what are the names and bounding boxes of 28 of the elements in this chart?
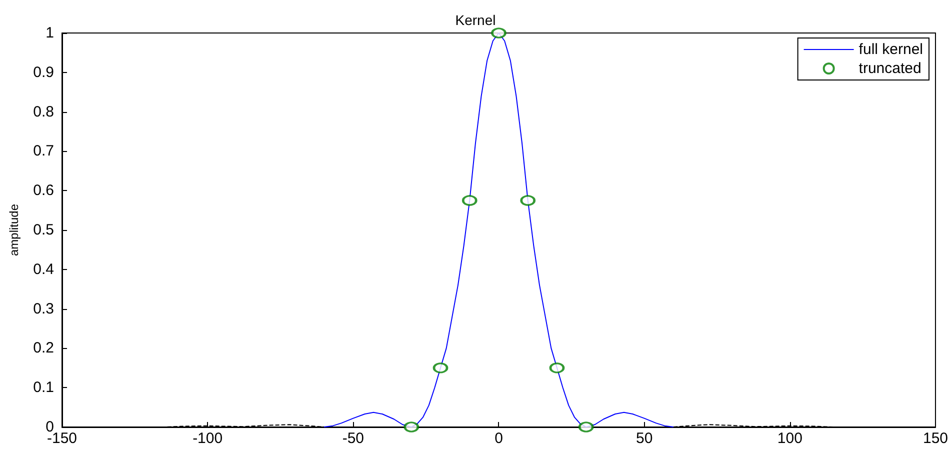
y-tick-label: 0.4	[33, 260, 54, 278]
y-tick-label: 0.2	[33, 340, 54, 357]
point	[549, 362, 564, 374]
y-tick-label: 1	[46, 24, 54, 42]
x-tick-label: 0	[494, 430, 503, 447]
y-tick-label: 0.5	[33, 222, 54, 238]
y-axis-title: amplitude	[7, 204, 21, 256]
point	[462, 194, 478, 206]
point	[433, 362, 448, 374]
y-tick-label: 0	[46, 418, 54, 436]
y-tick-label: 0.7	[33, 142, 54, 160]
x-tick-label: 150	[922, 430, 948, 447]
point	[491, 28, 506, 38]
y-tick-label: 0.6	[33, 182, 54, 200]
x-tick-label: 100	[777, 430, 802, 447]
x-tick-label: -50	[342, 430, 364, 447]
point	[520, 194, 536, 206]
x-tick-label: -100	[192, 430, 223, 447]
y-tick-label: 0.3	[33, 300, 54, 318]
point	[404, 422, 419, 432]
legend-label: full kernel	[858, 41, 924, 58]
y-tick-label: 0.9	[33, 64, 54, 81]
chart-title: Kernel	[455, 12, 496, 28]
y-tick-label: 0.1	[33, 379, 54, 396]
y-tick-label: 0.8	[33, 103, 54, 120]
x-tick-label: 50	[636, 430, 653, 447]
legend-label: truncated	[858, 60, 922, 77]
point	[578, 422, 594, 432]
